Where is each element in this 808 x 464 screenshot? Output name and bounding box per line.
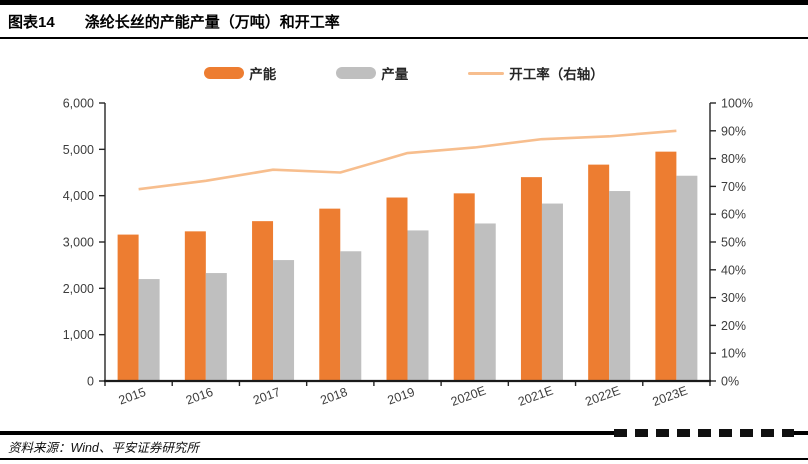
legend-label-production: 产量	[381, 67, 409, 82]
capacity-bar	[319, 208, 341, 381]
right-axis-tick-label: 10%	[721, 347, 746, 361]
right-axis-tick-label: 30%	[721, 291, 746, 305]
production-swatch-icon	[336, 67, 377, 79]
right-axis-tick-label: 70%	[721, 180, 746, 194]
right-axis-tick-label: 0%	[721, 375, 739, 389]
footer-divider	[0, 429, 808, 437]
x-category-label: 2021E	[516, 383, 555, 409]
capacity-bar	[655, 151, 677, 381]
capacity-bar	[588, 164, 610, 381]
right-axis-tick-label: 40%	[721, 263, 746, 277]
legend-label-capacity: 产能	[249, 67, 277, 82]
x-category-label: 2019	[386, 385, 417, 408]
left-axis-tick-label: 0	[87, 375, 94, 389]
right-axis-tick-label: 80%	[721, 152, 746, 166]
production-bar	[609, 191, 631, 381]
production-bar	[541, 203, 563, 381]
watermark-fragments	[614, 429, 794, 437]
figure-header: 图表14 涤纶长丝的产能产量（万吨）和开工率	[0, 5, 808, 37]
chart-canvas: 0 1,000 2,000 3,000 4,000 5,000 6,000 0% 10% 20% 3…	[63, 97, 753, 410]
x-category-label: 2018	[318, 385, 349, 408]
capacity-bar	[184, 231, 206, 381]
x-category-label: 2022E	[583, 383, 622, 409]
production-bar	[340, 251, 362, 381]
x-category-label: 2020E	[449, 383, 488, 409]
left-axis-tick-label: 2,000	[63, 282, 94, 296]
production-bar	[676, 175, 698, 381]
left-axis-tick-label: 6,000	[63, 97, 94, 111]
figure-footer: 资料来源：Wind、平安证券研究所	[0, 429, 808, 464]
x-category-label: 2017	[251, 385, 282, 408]
title-divider	[0, 37, 808, 39]
left-axis-tick-label: 3,000	[63, 236, 94, 250]
chart-area: 0 1,000 2,000 3,000 4,000 5,000 6,000 0% 10% 20% 3…	[0, 93, 808, 433]
legend-item-operating-rate: 开工率（右轴）	[468, 63, 604, 83]
production-bar	[138, 279, 160, 381]
capacity-bar	[453, 193, 475, 381]
x-category-label: 2015	[117, 385, 148, 408]
capacity-swatch-icon	[204, 67, 245, 79]
capacity-bar	[520, 177, 542, 381]
left-axis-tick-label: 4,000	[63, 189, 94, 203]
x-category-label: 2023E	[651, 383, 690, 409]
right-axis-tick-label: 90%	[721, 124, 746, 138]
capacity-bar	[117, 234, 139, 381]
bottom-divider	[0, 458, 808, 460]
source-note: 资料来源：Wind、平安证券研究所	[8, 441, 199, 455]
legend-item-production: 产量	[336, 63, 408, 83]
top-divider	[0, 0, 808, 5]
operating-rate-line-swatch-icon	[468, 71, 505, 75]
figure-title: 涤纶长丝的产能产量（万吨）和开工率	[84, 14, 340, 31]
x-category-label: 2016	[184, 385, 215, 408]
right-axis-tick-label: 100%	[721, 97, 753, 111]
legend-item-capacity: 产能	[204, 63, 276, 83]
left-axis-tick-label: 1,000	[63, 328, 94, 342]
right-axis-tick-label: 60%	[721, 208, 746, 222]
operating-rate-line	[138, 129, 677, 191]
capacity-bar	[386, 197, 408, 381]
figure-number: 图表14	[8, 14, 55, 31]
right-axis-tick-label: 50%	[721, 236, 746, 250]
production-bar	[205, 273, 227, 381]
production-bar	[474, 223, 496, 381]
left-axis-tick-label: 5,000	[63, 143, 94, 157]
legend-label-operating-rate: 开工率（右轴）	[509, 67, 604, 82]
production-bar	[273, 260, 295, 381]
production-bar	[407, 230, 429, 381]
chart-legend: 产能 产量 开工率（右轴）	[0, 63, 808, 83]
right-axis-tick-label: 20%	[721, 319, 746, 333]
capacity-bar	[252, 221, 274, 381]
